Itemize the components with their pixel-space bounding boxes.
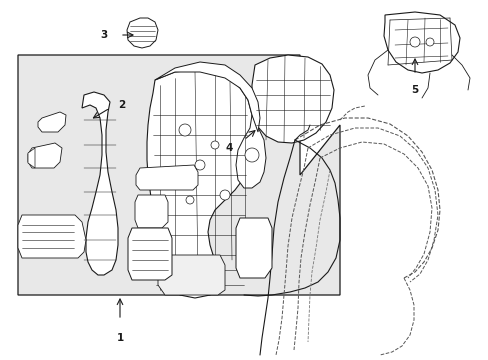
Text: 5: 5 <box>410 85 418 95</box>
Text: 3: 3 <box>101 30 108 40</box>
Polygon shape <box>383 12 459 73</box>
Text: 1: 1 <box>116 333 123 343</box>
Text: 4: 4 <box>225 143 232 153</box>
Polygon shape <box>28 143 62 168</box>
Polygon shape <box>28 148 35 168</box>
Circle shape <box>244 148 259 162</box>
Circle shape <box>425 38 433 46</box>
Circle shape <box>210 141 219 149</box>
Polygon shape <box>236 115 265 188</box>
Circle shape <box>409 37 419 47</box>
Polygon shape <box>82 92 118 275</box>
Circle shape <box>220 190 229 200</box>
Polygon shape <box>127 18 158 48</box>
Polygon shape <box>155 62 260 132</box>
Circle shape <box>185 196 194 204</box>
Text: 2: 2 <box>118 100 125 110</box>
Polygon shape <box>236 218 271 278</box>
Polygon shape <box>128 228 172 280</box>
Circle shape <box>195 160 204 170</box>
Polygon shape <box>18 55 339 295</box>
Polygon shape <box>251 55 333 143</box>
Polygon shape <box>18 215 86 258</box>
Circle shape <box>179 124 191 136</box>
Polygon shape <box>136 165 198 190</box>
Polygon shape <box>135 195 168 228</box>
Polygon shape <box>38 112 66 132</box>
Polygon shape <box>158 255 224 295</box>
Polygon shape <box>147 70 253 298</box>
